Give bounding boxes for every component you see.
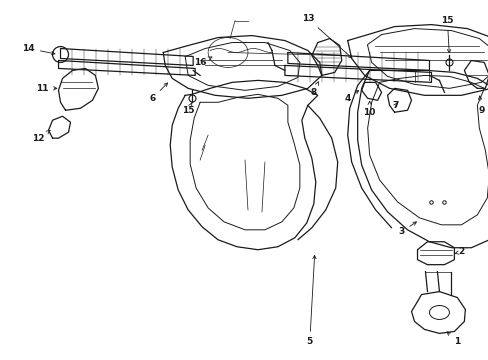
Text: 15: 15 xyxy=(182,103,194,115)
Text: 3: 3 xyxy=(398,222,416,236)
Text: 12: 12 xyxy=(32,131,50,143)
Text: 10: 10 xyxy=(363,101,375,117)
Text: 4: 4 xyxy=(344,90,358,103)
Text: 8: 8 xyxy=(310,82,318,97)
Text: 15: 15 xyxy=(440,16,453,53)
Text: 13: 13 xyxy=(301,14,351,58)
Text: 6: 6 xyxy=(149,83,167,103)
Text: 1: 1 xyxy=(446,332,460,346)
Text: 2: 2 xyxy=(454,247,464,256)
Text: 11: 11 xyxy=(36,84,57,93)
Text: 9: 9 xyxy=(477,96,484,115)
Text: 7: 7 xyxy=(391,101,398,110)
Text: 5: 5 xyxy=(306,256,315,346)
Text: 14: 14 xyxy=(22,44,55,55)
Text: 16: 16 xyxy=(193,57,211,67)
